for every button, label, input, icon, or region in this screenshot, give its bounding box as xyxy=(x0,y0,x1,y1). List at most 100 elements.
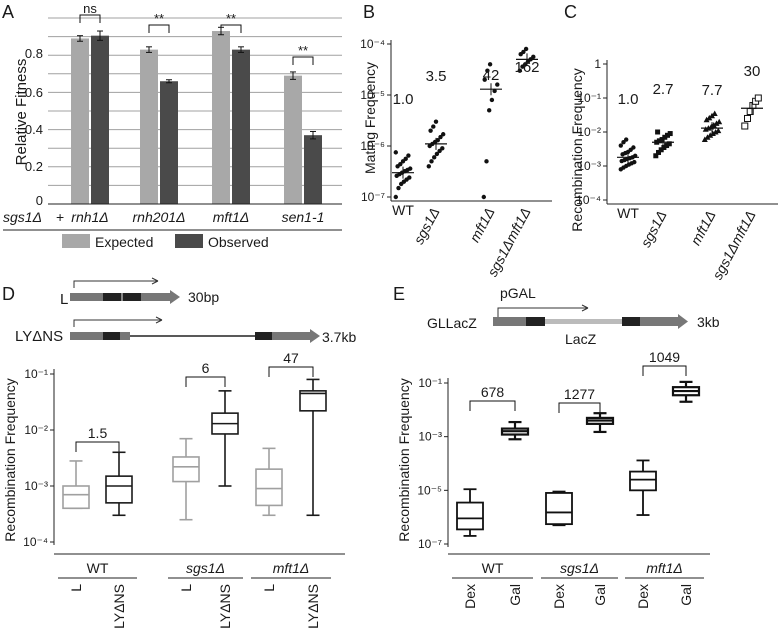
a-bar-expected xyxy=(71,38,89,205)
y-tick-label: 10⁻¹ xyxy=(577,91,601,105)
panel-b-ylabel: Mating Frequency xyxy=(362,62,378,174)
panel-e-boxes xyxy=(456,380,701,537)
fold-label: 1277 xyxy=(564,386,595,402)
fold-bracket xyxy=(268,366,314,377)
data-point xyxy=(661,145,667,151)
a-ytick-label: 0.4 xyxy=(25,122,43,137)
data-point xyxy=(624,137,629,142)
panel-c-axis: 10⁻⁴ 10⁻³ 10⁻² 10⁻¹ 1 xyxy=(576,57,778,207)
condition-label: LYΔNS xyxy=(111,584,127,628)
a-ytick-label: 0.2 xyxy=(25,159,43,174)
a-ytick-label: 0 xyxy=(36,193,43,208)
a-sig-label: ** xyxy=(154,11,164,26)
d-construct-long-left-block xyxy=(103,332,120,340)
e-construct-label: GLLacZ xyxy=(427,315,477,331)
box-iqr xyxy=(456,501,484,531)
legend-expected-label: Expected xyxy=(95,234,153,250)
fold-bracket xyxy=(642,365,687,376)
fold-label: 678 xyxy=(481,384,505,400)
e-construct-size: 3kb xyxy=(697,314,720,330)
y-tick-label: 10⁻² xyxy=(577,125,601,139)
e-arrowhead xyxy=(581,304,589,312)
a-sig-bracket xyxy=(148,24,170,33)
panel-a-category-labels: rnh1Δ rnh201Δ mft1Δ sen1-1 xyxy=(71,209,324,225)
category-label: WT xyxy=(392,202,414,218)
group-label: WT xyxy=(87,560,109,576)
e-promoter-arrow xyxy=(497,307,588,318)
data-point xyxy=(666,141,672,147)
data-point xyxy=(632,159,637,165)
data-point xyxy=(431,124,436,129)
a-ytick-label: 0.8 xyxy=(25,46,43,61)
y-tick-label: 10⁻⁴ xyxy=(576,193,601,207)
y-tick-label: 10⁻⁴ xyxy=(23,535,48,549)
category-label: WT xyxy=(617,205,639,221)
y-tick-label: 10⁻⁶ xyxy=(360,139,385,153)
data-point xyxy=(621,140,626,145)
data-point xyxy=(441,132,446,137)
fold-label: 6 xyxy=(202,360,210,376)
d-construct-long-right xyxy=(255,332,310,340)
group-label: WT xyxy=(482,560,504,576)
box-iqr xyxy=(105,475,133,504)
condition-label: Gal xyxy=(507,584,523,606)
e-promoter-label: pGAL xyxy=(500,285,536,301)
fold-label: 3.5 xyxy=(426,68,447,85)
d-construct-long-left xyxy=(70,332,130,340)
group-label: sgs1Δ xyxy=(560,560,599,576)
panel-a-bars xyxy=(71,26,322,205)
e-construct-right-block xyxy=(622,317,640,326)
data-point xyxy=(521,49,526,55)
fold-label: 1.0 xyxy=(618,91,639,108)
a-bar-observed xyxy=(304,135,322,204)
a-category-label: mft1Δ xyxy=(213,209,250,225)
data-point xyxy=(653,153,659,159)
panel-c-fold-labels: 1.0 2.7 7.7 30 xyxy=(618,63,761,108)
panel-c: C Recombination Frequency 10⁻⁴10⁻³10⁻²10… xyxy=(564,2,778,282)
data-point xyxy=(489,97,495,103)
panel-b: B Mating Frequency 10⁻⁷ 10⁻⁶ 10⁻⁵ 10⁻⁴ 1.0 3… xyxy=(360,2,552,279)
panel-e-axis: 10⁻⁷ 10⁻⁵ 10⁻³ 10⁻¹ xyxy=(417,376,449,551)
panel-d-boxes xyxy=(62,378,327,521)
condition-label: LYΔNS xyxy=(217,584,233,628)
a-bar-observed xyxy=(232,49,250,205)
condition-label: LYΔNS xyxy=(305,584,321,628)
condition-label: L xyxy=(68,584,84,592)
data-point xyxy=(393,150,398,155)
e-construct-lacz xyxy=(545,319,622,324)
d-construct-long-right-block xyxy=(255,332,272,340)
data-point xyxy=(517,68,522,73)
fold-label: 7.7 xyxy=(702,82,723,99)
a-bar-expected xyxy=(212,31,230,204)
panel-c-letter: C xyxy=(564,2,577,22)
panel-b-letter: B xyxy=(363,2,375,22)
data-point xyxy=(398,161,403,167)
legend-expected-swatch xyxy=(62,234,90,248)
e-construct-left xyxy=(493,317,545,326)
category-label: sgs1Δ xyxy=(637,208,669,250)
d-arrowhead xyxy=(155,316,163,324)
data-point xyxy=(741,122,749,130)
y-tick-label: 10⁻⁷ xyxy=(361,190,385,204)
legend-observed-label: Observed xyxy=(208,234,269,250)
fold-bracket xyxy=(185,376,226,387)
data-point xyxy=(438,134,443,140)
data-point xyxy=(704,134,711,140)
panel-d-ylabel: Recombination Frequency xyxy=(2,378,18,541)
data-point xyxy=(408,166,413,171)
panel-e-brackets: 678 1277 1049 xyxy=(469,349,687,413)
data-point xyxy=(665,132,670,138)
data-point xyxy=(407,175,412,180)
panel-c-ylabel: Recombination Frequency xyxy=(569,68,585,231)
condition-label: L xyxy=(178,584,194,592)
d-construct-short-size: 30bp xyxy=(188,289,219,305)
box-iqr xyxy=(629,470,657,492)
fold-label: 1.5 xyxy=(88,425,108,441)
panel-d-letter: D xyxy=(2,284,15,304)
a-sig-label: ns xyxy=(83,1,97,16)
data-point xyxy=(432,155,437,160)
panel-a-y-tick-labels: 0 0.2 0.4 0.6 0.8 xyxy=(25,46,43,208)
y-tick-label: 10⁻⁵ xyxy=(360,88,385,102)
